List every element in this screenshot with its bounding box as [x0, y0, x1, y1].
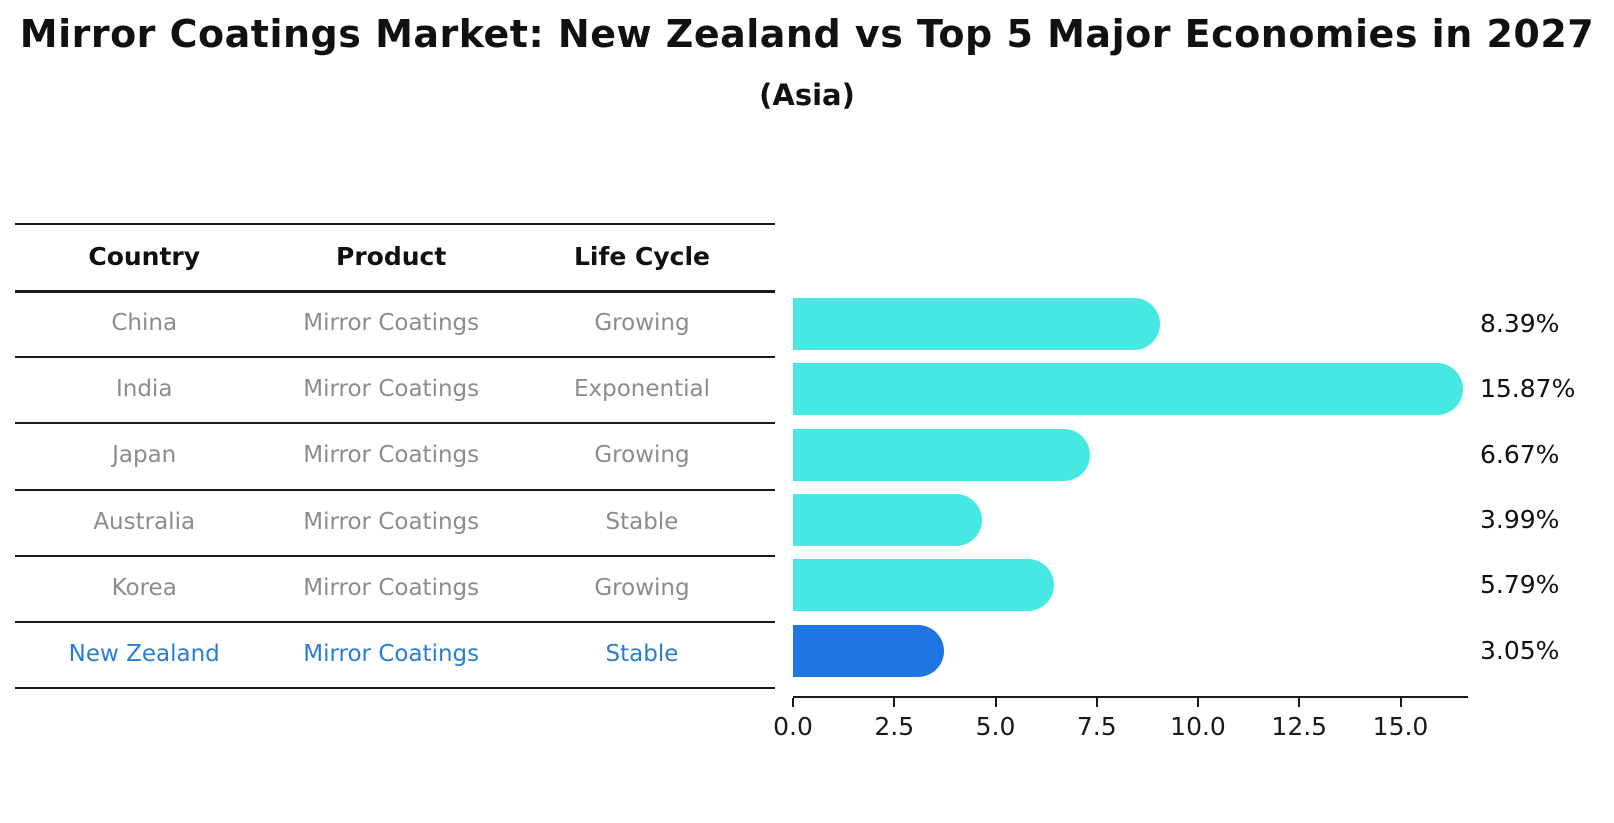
- cell-country: Australia: [93, 508, 196, 535]
- x-axis-spine: [793, 696, 1468, 698]
- value-label: 8.39%: [1480, 309, 1560, 338]
- cell-life-cycle: Stable: [605, 508, 679, 535]
- x-axis-tick: [1095, 698, 1098, 707]
- cell-country: India: [115, 376, 173, 403]
- table-rule: [15, 223, 775, 225]
- x-axis-tick-label: 12.5: [1271, 712, 1328, 741]
- x-axis-tick: [1399, 698, 1402, 707]
- bar-japan: [793, 429, 1091, 481]
- cell-life-cycle: Stable: [605, 641, 679, 668]
- x-axis-tick: [893, 698, 896, 707]
- table-rule: [15, 554, 775, 557]
- cell-product: Mirror Coatings: [303, 442, 480, 469]
- cell-life-cycle: Growing: [594, 574, 690, 601]
- table-header-product: Product: [336, 242, 447, 271]
- x-axis-tick: [1197, 698, 1199, 707]
- cell-country: New Zealand: [68, 641, 220, 668]
- chart-subtitle: (Asia): [759, 78, 855, 112]
- value-label: 15.87%: [1480, 374, 1576, 403]
- table-header-row: Country Product Life Cycle: [15, 223, 775, 290]
- table-rule: [15, 687, 775, 690]
- cell-country: China: [111, 310, 178, 337]
- table-rule: [15, 488, 775, 491]
- cell-country: Japan: [112, 442, 177, 469]
- x-axis-tick-label: 2.5: [874, 712, 915, 741]
- x-axis-tick-label: 0.0: [773, 712, 813, 741]
- table-row: New Zealand Mirror Coatings Stable: [15, 621, 775, 687]
- table-rule: [15, 422, 775, 425]
- bar-new-zealand: [793, 625, 944, 677]
- cell-product: Mirror Coatings: [303, 574, 480, 601]
- chart-title: Mirror Coatings Market: New Zealand vs T…: [19, 12, 1595, 56]
- cell-product: Mirror Coatings: [303, 641, 480, 668]
- table-rule: [15, 290, 775, 293]
- x-axis-tick-label: 15.0: [1372, 712, 1429, 741]
- table-rule: [15, 356, 775, 359]
- table-rule: [15, 621, 775, 623]
- x-axis-tick-label: 10.0: [1170, 712, 1226, 741]
- cell-product: Mirror Coatings: [303, 310, 480, 337]
- x-axis-tick: [1298, 698, 1301, 707]
- bar-india: [793, 363, 1463, 415]
- bar-australia: [793, 494, 982, 546]
- table-row: Japan Mirror Coatings Growing: [15, 422, 775, 488]
- bar-korea: [793, 559, 1055, 611]
- value-label: 3.99%: [1480, 505, 1560, 534]
- cell-country: Korea: [111, 574, 177, 601]
- cell-life-cycle: Growing: [594, 310, 690, 337]
- cell-product: Mirror Coatings: [303, 508, 480, 535]
- table-header-life-cycle: Life Cycle: [573, 242, 710, 271]
- table-row: Korea Mirror Coatings Growing: [15, 555, 775, 621]
- x-axis-tick-label: 7.5: [1076, 712, 1117, 741]
- table-header-country: Country: [88, 242, 201, 271]
- cell-life-cycle: Exponential: [573, 376, 710, 403]
- x-axis-tick: [994, 698, 997, 707]
- value-label: 6.67%: [1480, 440, 1560, 469]
- x-axis-tick: [792, 698, 794, 707]
- x-axis-tick-label: 5.0: [975, 712, 1016, 741]
- value-label: 5.79%: [1480, 570, 1560, 599]
- cell-product: Mirror Coatings: [303, 376, 480, 403]
- cell-life-cycle: Growing: [594, 442, 690, 469]
- value-label: 3.05%: [1480, 636, 1560, 665]
- bar-china: [793, 298, 1160, 350]
- table-row: China Mirror Coatings Growing: [15, 290, 775, 356]
- table-row: Australia Mirror Coatings Stable: [15, 489, 775, 555]
- table-row: India Mirror Coatings Exponential: [15, 356, 775, 422]
